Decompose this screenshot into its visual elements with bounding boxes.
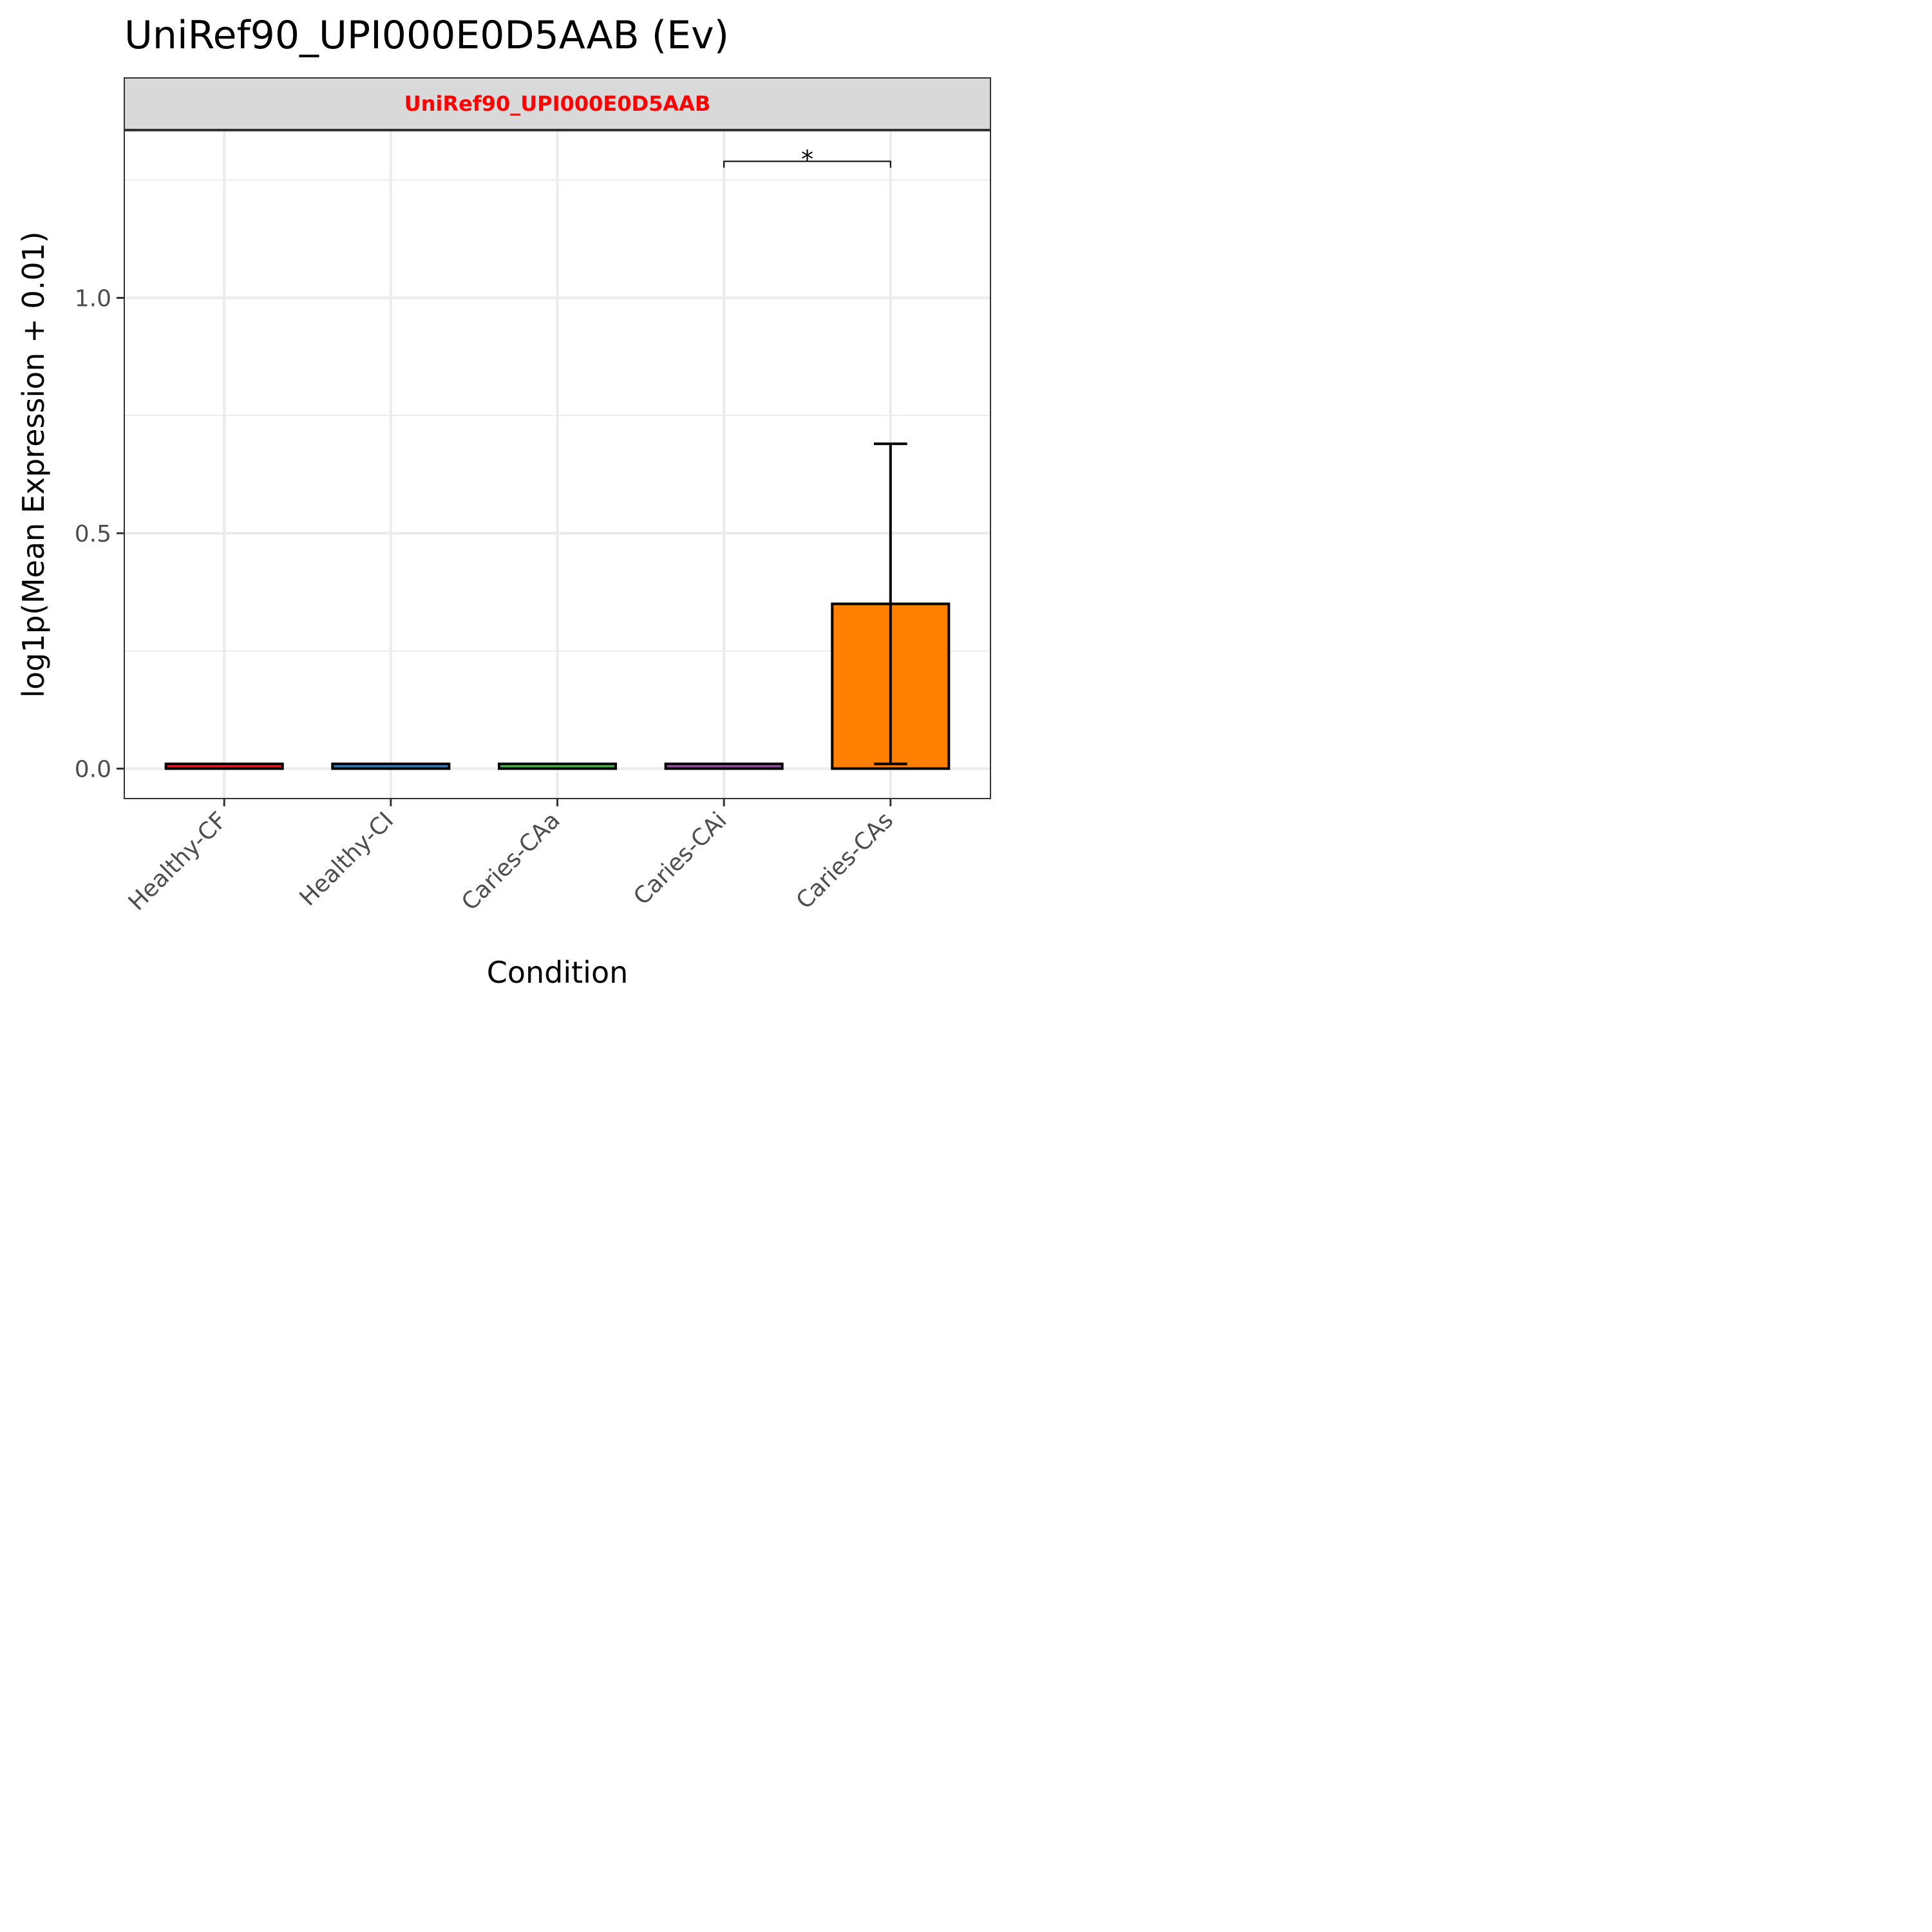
x-axis-title: Condition	[487, 955, 629, 990]
y-tick-label: 0.0	[75, 757, 111, 783]
bar-caries-caa	[497, 762, 618, 770]
chart-title: UniRef90_UPI000E0D5AAB (Ev)	[124, 13, 729, 58]
bar-chart: UniRef90_UPI000E0D5AAB * 0.0 0.5 1.0 Health…	[16, 77, 991, 990]
significance-line	[723, 160, 891, 168]
y-axis-title: log1p(Mean Expression + 0.01)	[16, 231, 51, 697]
bar-healthy-ci	[331, 762, 451, 770]
significance-label: *	[801, 146, 813, 174]
error-bars	[873, 442, 907, 766]
bar-caries-cai	[664, 762, 784, 770]
x-tick-label: Caries-CAa	[457, 807, 565, 916]
y-tick-label: 1.0	[75, 286, 111, 312]
y-tick-label: 0.5	[75, 521, 111, 547]
x-tick-label: Caries-CAi	[629, 807, 732, 910]
x-tick-label: Caries-CAs	[791, 807, 898, 914]
x-tick-label: Healthy-CF	[124, 807, 232, 916]
facet-strip-label: UniRef90_UPI000E0D5AAB	[404, 91, 711, 116]
significance-bracket: *	[723, 146, 891, 174]
x-tick-label: Healthy-CI	[295, 807, 399, 911]
facet-strip: UniRef90_UPI000E0D5AAB	[124, 77, 991, 130]
bar-healthy-cf	[164, 762, 284, 770]
facet-strip-bg	[124, 77, 991, 130]
